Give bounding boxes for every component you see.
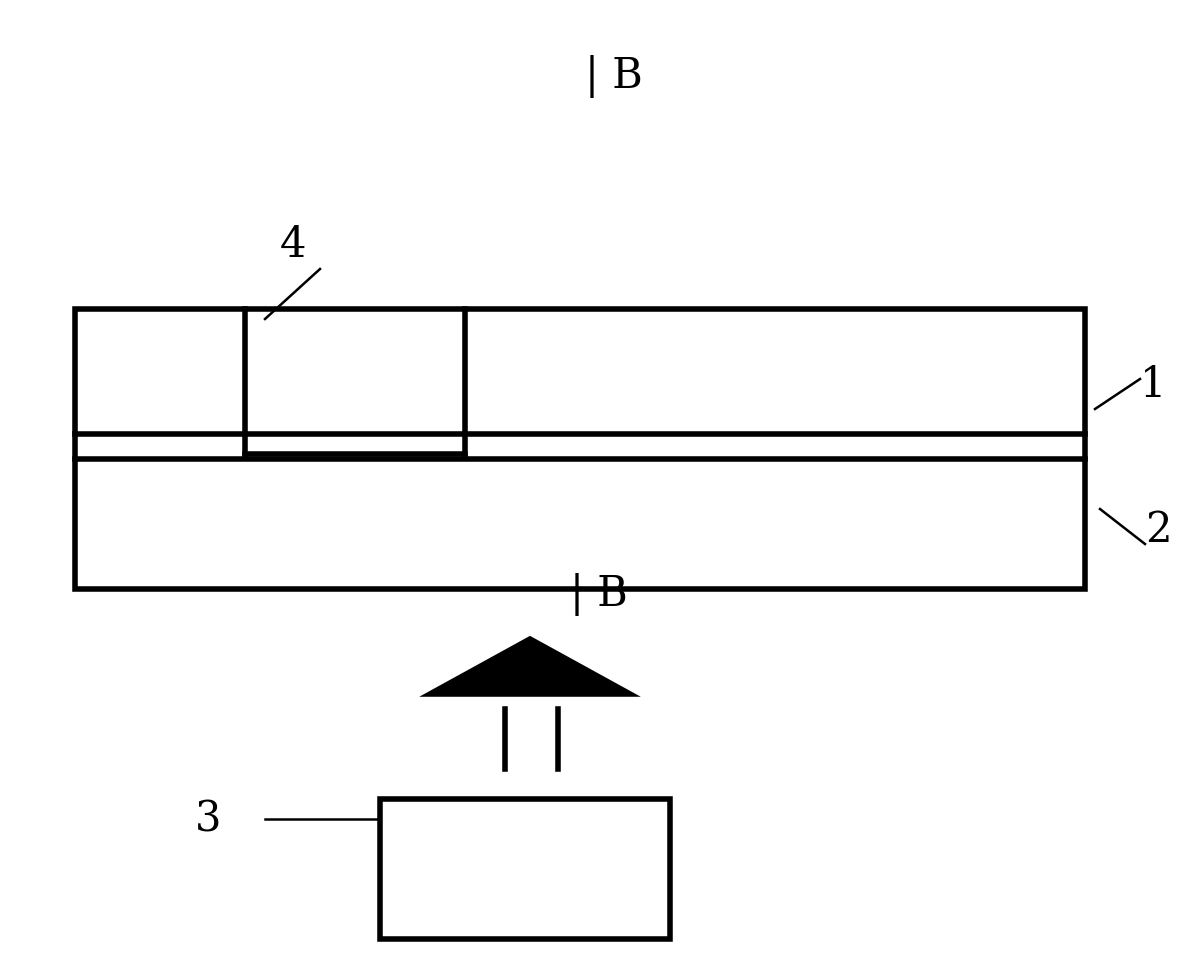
- Text: 4: 4: [280, 224, 307, 266]
- Text: 2: 2: [1145, 509, 1171, 551]
- Polygon shape: [430, 640, 630, 694]
- Text: | B: | B: [570, 573, 627, 616]
- Text: 3: 3: [195, 798, 221, 840]
- Text: 1: 1: [1140, 364, 1167, 406]
- Bar: [75, 310, 1085, 590]
- Bar: [380, 799, 670, 939]
- Text: | B: | B: [584, 55, 643, 98]
